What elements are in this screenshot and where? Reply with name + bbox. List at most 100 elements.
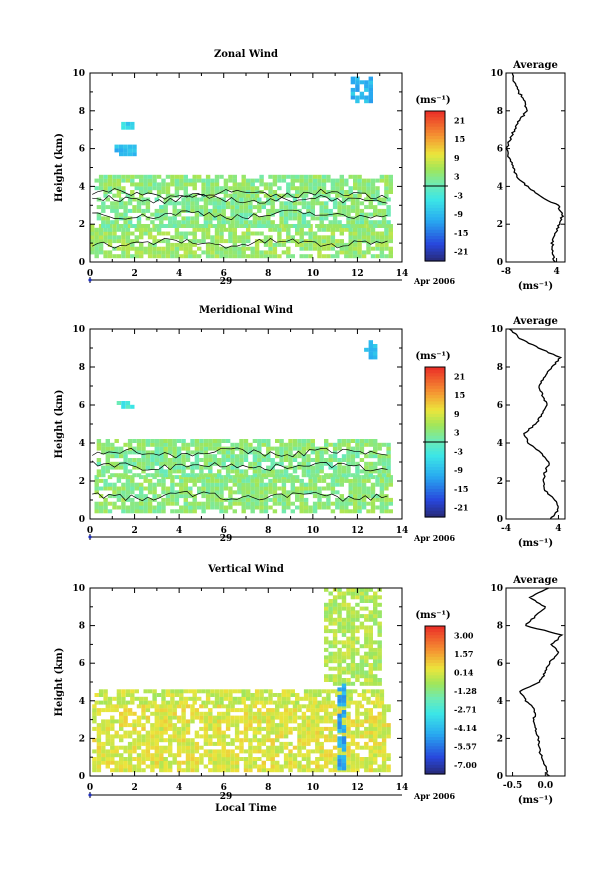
colorbar-segment xyxy=(425,755,445,760)
colorbar-segment xyxy=(425,730,445,735)
average-frame xyxy=(505,328,566,520)
colorbar-segment xyxy=(425,482,445,487)
date-axis-marker xyxy=(88,793,92,797)
panel-title: Zonal Wind xyxy=(214,49,278,60)
colorbar-segment xyxy=(425,681,445,686)
average-y-tick-label: 2 xyxy=(497,734,503,744)
colorbar-segment xyxy=(425,733,445,738)
y-tick-label: 10 xyxy=(72,584,85,594)
colorbar-segment xyxy=(425,245,445,250)
colorbar-segment xyxy=(425,429,445,434)
colorbar-segment xyxy=(425,764,445,769)
colorbar-segment xyxy=(425,473,445,477)
average-y-tick-label: 0 xyxy=(497,515,503,525)
colorbar-segment xyxy=(425,460,445,465)
colorbar-segment xyxy=(425,370,445,374)
average-y-tick-label: 10 xyxy=(490,584,503,594)
colorbar-segment xyxy=(425,442,445,446)
colorbar-segment xyxy=(425,126,445,131)
colorbar-segment xyxy=(425,663,445,667)
colorbar-segment xyxy=(425,718,445,723)
colorbar-segment xyxy=(425,157,445,162)
colorbar-segment xyxy=(425,485,445,490)
colorbar-segment xyxy=(425,426,445,431)
colorbar-segment xyxy=(425,410,445,415)
contour-line xyxy=(92,188,388,200)
y-tick-label: 2 xyxy=(79,734,85,744)
colorbar-label: -4.14 xyxy=(454,723,477,733)
y-tick-label: 6 xyxy=(79,401,85,411)
date-month-label: Apr 2006 xyxy=(413,533,456,543)
y-tick-label: 0 xyxy=(79,258,85,268)
date-day-label: 29 xyxy=(220,534,233,544)
average-frame xyxy=(505,72,566,263)
colorbar-segment xyxy=(425,385,445,390)
colorbar-segment xyxy=(425,204,445,209)
average-y-tick-label: 8 xyxy=(497,107,503,117)
x-tick-label: 0 xyxy=(87,269,93,279)
colorbar-segment xyxy=(425,706,445,710)
x-tick-label: 4 xyxy=(176,783,182,793)
colorbar-segment xyxy=(425,451,445,456)
x-tick-label: 10 xyxy=(307,269,320,279)
colorbar-segment xyxy=(425,693,445,698)
colorbar-label: 9 xyxy=(454,153,460,163)
colorbar-segment xyxy=(425,182,445,187)
colorbar-frame xyxy=(424,625,446,775)
x-tick-label: 6 xyxy=(221,783,227,793)
colorbar-segment xyxy=(425,223,445,228)
x-tick-label: 8 xyxy=(265,783,271,793)
colorbar-segment xyxy=(425,696,445,701)
colorbar-segment xyxy=(425,629,445,633)
panel-title: Meridional Wind xyxy=(199,305,293,316)
average-y-tick-label: 2 xyxy=(497,477,503,487)
colorbar-segment xyxy=(425,647,445,652)
colorbar-unit: (ms⁻¹) xyxy=(415,95,450,106)
average-y-tick-label: 4 xyxy=(497,697,503,707)
colorbar-segment xyxy=(425,492,445,496)
colorbar-segment xyxy=(425,251,445,256)
colorbar-segment xyxy=(425,229,445,234)
colorbar-segment xyxy=(425,457,445,462)
y-tick-label: 6 xyxy=(79,659,85,669)
colorbar-segment xyxy=(425,432,445,437)
colorbar-segment xyxy=(425,132,445,137)
colorbar-segment xyxy=(425,752,445,757)
colorbar-segment xyxy=(425,404,445,409)
average-profile-line xyxy=(505,72,565,263)
y-axis-label: Height (km) xyxy=(54,648,65,717)
average-y-tick-label: 8 xyxy=(497,622,503,632)
average-x-tick-label: -8 xyxy=(501,267,511,277)
average-y-tick-label: 0 xyxy=(497,258,503,268)
colorbar-segment xyxy=(425,248,445,253)
colorbar-segment xyxy=(425,379,445,384)
colorbar-label: -9 xyxy=(454,209,463,219)
colorbar-segment xyxy=(425,167,445,171)
colorbar-segment xyxy=(425,653,445,658)
colorbar-segment xyxy=(425,136,445,140)
average-title: Average xyxy=(512,575,558,586)
colorbar-segment xyxy=(425,737,445,741)
contour-line xyxy=(92,194,388,204)
colorbar-segment xyxy=(425,420,445,424)
colorbar-segment xyxy=(425,226,445,231)
colorbar-label: 3 xyxy=(454,428,460,438)
colorbar-segment xyxy=(425,395,445,399)
colorbar-segment xyxy=(425,724,445,729)
date-axis-marker xyxy=(88,278,92,282)
colorbar-segment xyxy=(425,507,445,512)
y-tick-label: 0 xyxy=(79,772,85,782)
colorbar-segment xyxy=(425,721,445,726)
colorbar-segment xyxy=(425,767,445,772)
colorbar-segment xyxy=(425,672,445,676)
colorbar-segment xyxy=(425,488,445,493)
colorbar-segment xyxy=(425,743,445,747)
colorbar-segment xyxy=(425,632,445,636)
colorbar-segment xyxy=(425,236,445,240)
colorbar-label: 21 xyxy=(454,115,465,125)
average-x-label: (ms⁻¹) xyxy=(518,538,553,549)
colorbar-segment xyxy=(425,712,445,717)
colorbar-segment xyxy=(425,746,445,750)
average-panel: Average 0 2 4 6 8 10 -0.5 0.0 (ms⁻¹) xyxy=(490,575,566,806)
